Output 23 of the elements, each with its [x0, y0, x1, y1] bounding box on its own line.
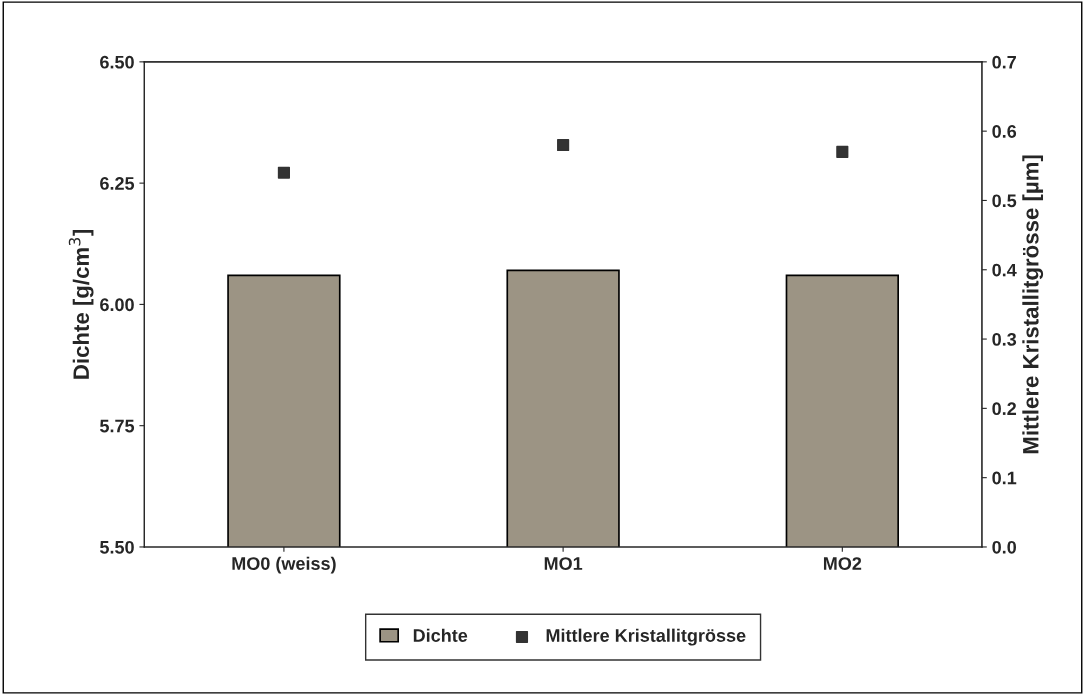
y-tick-label: 6.00	[100, 298, 134, 312]
y-axis-title: Dichte [g/cm$^{3}$]	[68, 229, 94, 379]
point	[277, 166, 290, 179]
x-tick-label: MO0 (weiss)	[232, 556, 336, 574]
x-tick-label: MO1	[544, 557, 583, 570]
y2-tick-label: 0.5	[992, 194, 1017, 208]
legend-label: Mittlere Kristallitgrösse	[546, 628, 746, 646]
y-tick-label: 6.25	[100, 177, 135, 190]
y2-tick-label: 0.1	[992, 471, 1017, 485]
y-tick-label: 6.50	[100, 55, 134, 69]
point	[836, 145, 849, 159]
point	[557, 138, 570, 152]
y2-tick-label: 0.3	[992, 333, 1017, 346]
y2-tick-label: 0.0	[992, 540, 1017, 554]
y2-tick-label: 0.6	[992, 125, 1017, 138]
y2-tick-label: 0.4	[992, 263, 1017, 277]
y-tick-label: 5.50	[100, 540, 134, 554]
x-tick-label: MO2	[823, 557, 862, 570]
y2-axis-title: Mittlere Kristallitgrösse [µm]	[1022, 155, 1044, 454]
y-tick-label: 5.75	[100, 419, 135, 433]
legend-label: Dichte	[413, 628, 468, 642]
y2-tick-label: 0.7	[992, 55, 1016, 69]
y2-tick-label: 0.2	[992, 402, 1017, 416]
